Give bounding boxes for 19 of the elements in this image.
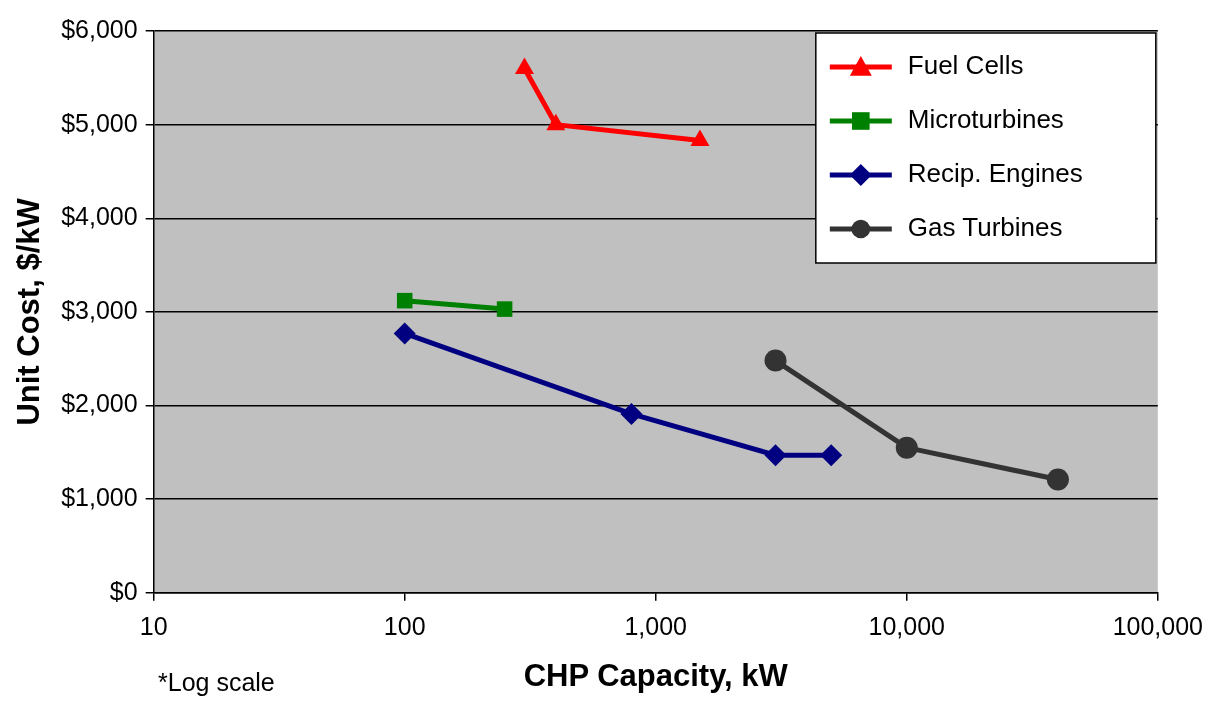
x-tick-label: 100,000 bbox=[1112, 611, 1203, 640]
y-tick-label: $3,000 bbox=[61, 295, 138, 324]
legend-label: Gas Turbines bbox=[907, 212, 1063, 243]
x-axis-title: CHP Capacity, kW bbox=[523, 657, 789, 693]
y-axis-title: Unit Cost, $/kW bbox=[11, 197, 47, 426]
legend-label: Fuel Cells bbox=[907, 50, 1024, 81]
y-tick-label: $2,000 bbox=[61, 389, 138, 418]
y-tick-label: $5,000 bbox=[61, 108, 138, 137]
y-tick-label: $1,000 bbox=[61, 483, 138, 512]
y-tick-label: $6,000 bbox=[61, 14, 138, 43]
x-tick-label: 10 bbox=[139, 611, 168, 640]
x-tick-label: 10,000 bbox=[868, 611, 946, 640]
legend-label: Recip. Engines bbox=[907, 158, 1083, 189]
legend-label: Microturbines bbox=[907, 104, 1064, 135]
x-tick-label: 1,000 bbox=[624, 611, 688, 640]
y-tick-label: $0 bbox=[109, 576, 138, 605]
text: *Log scale bbox=[158, 668, 275, 697]
y-tick-label: $4,000 bbox=[61, 202, 138, 231]
x-tick-label: 100 bbox=[383, 611, 426, 640]
